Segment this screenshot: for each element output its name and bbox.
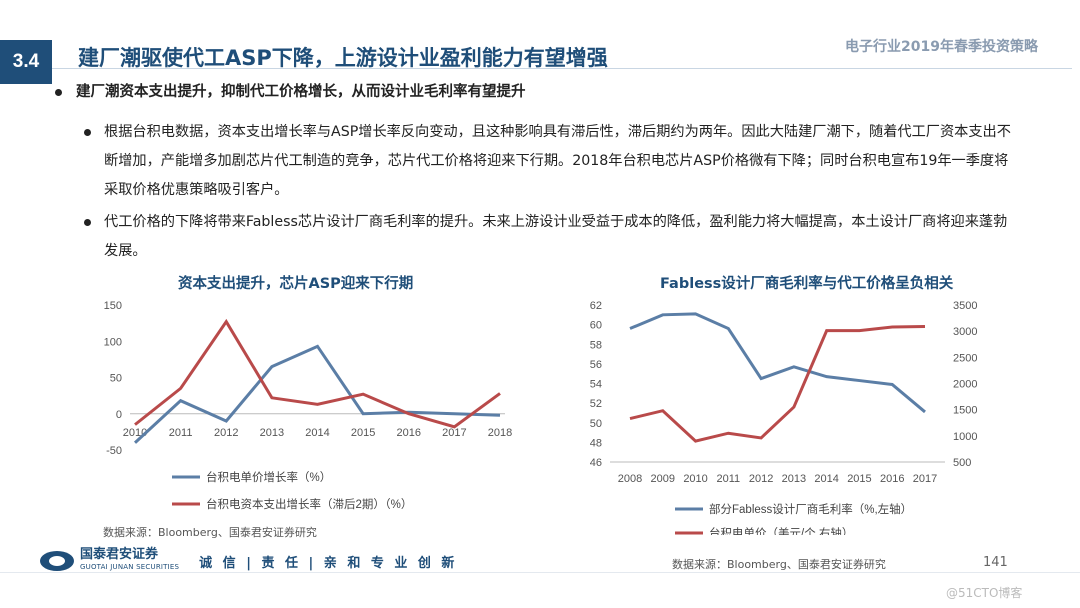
- x-tick-label: 2013: [782, 473, 806, 485]
- y-left-tick-label: 60: [590, 320, 602, 332]
- series-line-1: [133, 344, 501, 444]
- report-name: 电子行业2019年春季投资策略: [845, 39, 1038, 55]
- main-bullet-text: 建厂潮资本支出提升，抑制代工价格增长，从而设计业毛利率有望提升: [76, 84, 526, 100]
- legend-label: 部分Fabless设计厂商毛利率（%,左轴）: [709, 502, 912, 516]
- chart2-source: 数据来源：Bloomberg、国泰君安证券研究: [672, 558, 886, 571]
- x-tick-label: 2013: [260, 427, 284, 439]
- logo-subtitle: GUOTAI JUNAN SECURITIES: [80, 563, 180, 571]
- logo-name: 国泰君安证券: [80, 547, 159, 562]
- y-left-tick-label: 50: [590, 418, 602, 430]
- x-tick-label: 2015: [351, 427, 375, 439]
- y-left-tick-label: 52: [590, 398, 602, 410]
- x-tick-label: 2014: [814, 473, 838, 485]
- y-tick-label: 50: [110, 373, 122, 385]
- x-tick-label: 2017: [442, 427, 466, 439]
- x-tick-label: 2011: [717, 473, 741, 485]
- bullet-dot-icon: [84, 219, 91, 226]
- y-right-tick-label: 1500: [953, 405, 977, 417]
- footer: 国泰君安证券 GUOTAI JUNAN SECURITIES 诚 信 | 责 任…: [40, 548, 457, 574]
- y-right-tick-label: 3500: [953, 300, 977, 312]
- x-tick-label: 2014: [305, 427, 329, 439]
- x-tick-label: 2015: [847, 473, 871, 485]
- main-bullet: 建厂潮资本支出提升，抑制代工价格增长，从而设计业毛利率有望提升: [55, 80, 526, 101]
- x-tick-label: 2010: [683, 473, 707, 485]
- company-slogan: 诚 信 | 责 任 | 亲 和 专 业 创 新: [199, 555, 458, 571]
- x-tick-label: 2018: [488, 427, 512, 439]
- x-tick-label: 2012: [749, 473, 773, 485]
- page-title: 建厂潮驱使代工ASP下降，上游设计业盈利能力有望增强: [78, 46, 608, 70]
- series-line-2: [629, 324, 926, 443]
- chart1-source: 数据来源：Bloomberg、国泰君安证券研究: [103, 526, 317, 539]
- x-tick-label: 2016: [880, 473, 904, 485]
- legend-label: 台积电单价（美元/个,右轴）: [709, 526, 853, 535]
- y-tick-label: 100: [104, 336, 122, 348]
- chart1-title: 资本支出提升，芯片ASP迎来下行期: [178, 276, 414, 292]
- x-tick-label: 2009: [651, 473, 675, 485]
- bullet-dot-icon: [84, 129, 91, 136]
- series-line-2: [134, 318, 501, 429]
- page-number: 141: [983, 555, 1008, 570]
- x-tick-label: 2016: [397, 427, 421, 439]
- y-left-tick-label: 58: [590, 339, 602, 351]
- bullet-dot-icon: [55, 88, 62, 96]
- sub-bullet-text: 根据台积电数据，资本支出增长率与ASP增长率反向变动，且这种影响具有滞后性，滞后…: [104, 124, 1011, 198]
- legend-label: 台积电资本支出增长率（滞后2期）（%）: [206, 497, 412, 511]
- y-right-tick-label: 2000: [953, 379, 977, 391]
- y-left-tick-label: 46: [590, 457, 602, 469]
- footer-divider: [0, 572, 1080, 573]
- series-line-1: [629, 312, 926, 414]
- legend-label: 台积电单价增长率（%）: [206, 470, 331, 484]
- y-left-tick-label: 48: [590, 437, 602, 449]
- company-logo: 国泰君安证券 GUOTAI JUNAN SECURITIES: [80, 548, 179, 574]
- x-tick-label: 2008: [618, 473, 642, 485]
- y-tick-label: 150: [104, 300, 122, 312]
- y-left-tick-label: 54: [590, 379, 602, 391]
- y-tick-label: 0: [116, 409, 122, 421]
- y-right-tick-label: 3000: [953, 326, 977, 338]
- chart2-title: Fabless设计厂商毛利率与代工价格呈负相关: [660, 276, 954, 292]
- y-right-tick-label: 2500: [953, 352, 977, 364]
- y-left-tick-label: 56: [590, 359, 602, 371]
- y-tick-label: -50: [106, 445, 122, 457]
- chart1: -50 0 50 100 150 2010 2011 2012 2013 2014 2015 2016…: [104, 300, 513, 511]
- header-divider: [52, 68, 1072, 69]
- x-tick-label: 2010: [123, 427, 147, 439]
- watermark: @51CTO博客: [946, 586, 1023, 600]
- section-number: 3.4: [0, 40, 52, 84]
- sub-bullet-text: 代工价格的下降将带来Fabless芯片设计厂商毛利率的提升。未来上游设计业受益于…: [104, 214, 1008, 259]
- company-logo-icon: [40, 551, 74, 571]
- x-tick-label: 2012: [214, 427, 238, 439]
- y-left-tick-label: 62: [590, 300, 602, 312]
- y-right-tick-label: 1000: [953, 431, 977, 443]
- sub-bullet-2: 代工价格的下降将带来Fabless芯片设计厂商毛利率的提升。未来上游设计业受益于…: [84, 208, 1014, 266]
- sub-bullet-1: 根据台积电数据，资本支出增长率与ASP增长率反向变动，且这种影响具有滞后性，滞后…: [84, 118, 1014, 205]
- x-tick-label: 2017: [913, 473, 937, 485]
- y-right-tick-label: 500: [953, 457, 971, 469]
- x-tick-label: 2011: [169, 427, 193, 439]
- chart2: 46 48 50 52 54 56 58 60 62 500 1000 1500 2000 2500 300…: [590, 300, 978, 535]
